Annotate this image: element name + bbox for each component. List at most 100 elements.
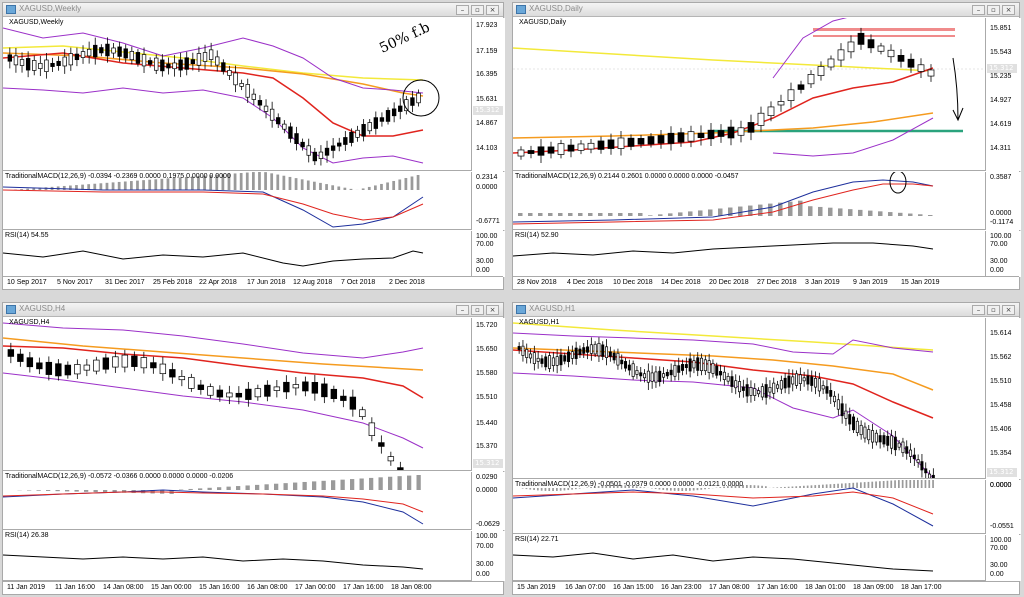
macd-histogram-bar (730, 485, 733, 488)
price-scale[interactable]: 15.720 15.650 15.580 15.510 15.440 15.37… (471, 318, 505, 471)
chart-window-weekly[interactable]: XAGUSD,Weekly – ▫ × 50% f.b XAGUSD,Weekl… (2, 2, 505, 290)
rsi-pane[interactable]: RSI(14) 22.71 (513, 535, 985, 581)
signal-line (513, 183, 934, 225)
macd-histogram-bar (648, 215, 653, 216)
macd-histogram-bar (856, 482, 858, 488)
close-button[interactable]: × (486, 305, 499, 315)
candle-body (235, 392, 243, 398)
candle-body (233, 72, 238, 86)
macd-histogram-bar (239, 172, 243, 190)
macd-histogram-bar (798, 200, 803, 216)
candle-body (612, 352, 616, 361)
macd-histogram-bar (84, 490, 89, 492)
candle-body (56, 60, 61, 66)
minimize-button[interactable]: – (972, 5, 985, 15)
maximize-button[interactable]: ▫ (987, 305, 1000, 315)
candle-body (657, 135, 665, 144)
candle-body (871, 430, 875, 443)
macd-histogram-bar (898, 212, 903, 216)
macd-histogram-bar (638, 213, 643, 216)
price-pane[interactable]: XAGUSD,H4 (3, 318, 471, 471)
ma-red-line (513, 349, 934, 419)
price-pane[interactable]: XAGUSD,Daily (513, 18, 985, 171)
macd-histogram-bar (787, 486, 790, 488)
candle-body (330, 145, 336, 151)
macd-histogram-bar (184, 177, 188, 190)
candle-body (912, 454, 916, 460)
minimize-button[interactable]: – (456, 5, 469, 15)
window-titlebar[interactable]: XAGUSD,H4 – ▫ × (3, 303, 503, 317)
price-chart (513, 322, 935, 478)
close-button[interactable]: × (1002, 305, 1015, 315)
macd-histogram-bar (178, 177, 182, 190)
candle-body (587, 142, 595, 150)
ma-yellow-line (3, 45, 424, 81)
ma-orange-line (513, 112, 934, 139)
macd-histogram-bar (814, 485, 817, 488)
minimize-button[interactable]: – (456, 305, 469, 315)
candle-body (916, 459, 920, 463)
highlight-circle (402, 79, 440, 117)
candle-body (397, 467, 404, 470)
macd-histogram-bar (878, 211, 883, 216)
candle-body (62, 56, 67, 67)
candle-body (605, 346, 609, 358)
candle-body (844, 410, 848, 419)
candle-body (852, 416, 856, 431)
macd-histogram-bar (337, 186, 341, 190)
candle-body (245, 84, 250, 98)
chart-window-daily[interactable]: XAGUSD,Daily – ▫ × XAGUSD,Daily 15.851 1… (512, 2, 1021, 290)
price-scale[interactable]: 15.851 15.543 15.312 15.235 14.927 14.61… (985, 18, 1021, 171)
price-pane[interactable]: 50% f.b XAGUSD,Weekly (3, 18, 471, 171)
candle-body (847, 41, 855, 53)
macd-pane[interactable]: TraditionalMACD(12,26,9) -0.0394 -0.2369… (3, 172, 471, 230)
candle-body (719, 371, 723, 376)
candle-body (715, 365, 719, 376)
macd-histogram-bar (123, 181, 127, 190)
candle-body (36, 362, 43, 370)
maximize-button[interactable]: ▫ (987, 5, 1000, 15)
candle-body (292, 384, 300, 389)
macd-pane[interactable]: TraditionalMACD(12,26,9) 0.2144 0.2601 0… (513, 172, 985, 230)
price-scale[interactable]: 15.614 15.562 15.510 15.458 15.406 15.35… (985, 318, 1021, 479)
macd-histogram-bar (93, 183, 97, 190)
candle-body (567, 144, 575, 152)
candle-body (387, 456, 395, 462)
candle-body (517, 346, 521, 350)
macd-histogram-bar (221, 174, 225, 190)
candle-body (817, 378, 821, 392)
candle-body (836, 399, 840, 410)
close-button[interactable]: × (486, 5, 499, 15)
chart-window-h1[interactable]: XAGUSD,H1 – ▫ × XAGUSD,H1 15.614 15.562 … (512, 302, 1021, 595)
maximize-button[interactable]: ▫ (471, 5, 484, 15)
rsi-pane[interactable]: RSI(14) 54.55 (3, 231, 471, 277)
minimize-button[interactable]: – (972, 305, 985, 315)
macd-histogram-bar (723, 486, 725, 488)
rsi-pane[interactable]: RSI(14) 52.90 (513, 231, 985, 277)
candle-body (74, 364, 81, 375)
macd-histogram-bar (46, 490, 51, 491)
candle-body (833, 395, 837, 403)
window-title: XAGUSD,H4 (19, 304, 66, 313)
candle-body (578, 348, 582, 355)
candle-body (597, 342, 601, 357)
window-titlebar[interactable]: XAGUSD,H1 – ▫ × (513, 303, 1019, 317)
window-titlebar[interactable]: XAGUSD,Weekly – ▫ × (3, 3, 503, 17)
candle-body (216, 389, 224, 398)
window-titlebar[interactable]: XAGUSD,Daily – ▫ × (513, 3, 1019, 17)
macd-histogram-bar (252, 172, 255, 190)
close-button[interactable]: × (1002, 5, 1015, 15)
candle-body (687, 131, 695, 142)
macd-histogram-bar (898, 480, 900, 488)
rsi-pane[interactable]: RSI(14) 26.38 (3, 531, 471, 581)
price-scale[interactable]: 17.923 17.159 16.395 15.631 15.312 14.86… (471, 18, 505, 171)
candle-body (398, 105, 403, 112)
macd-histogram-bar (590, 486, 592, 488)
macd-histogram-bar (270, 173, 274, 190)
price-pane[interactable]: XAGUSD,H1 (513, 318, 985, 479)
maximize-button[interactable]: ▫ (471, 305, 484, 315)
macd-pane[interactable]: TraditionalMACD(12,26,9) -0.0501 -0.0379… (513, 480, 985, 534)
candle-body (597, 140, 605, 150)
chart-window-h4[interactable]: XAGUSD,H4 – ▫ × XAGUSD,H4 15.720 15.650 … (2, 302, 505, 595)
macd-pane[interactable]: TraditionalMACD(12,26,9) -0.0572 -0.0366… (3, 472, 471, 530)
